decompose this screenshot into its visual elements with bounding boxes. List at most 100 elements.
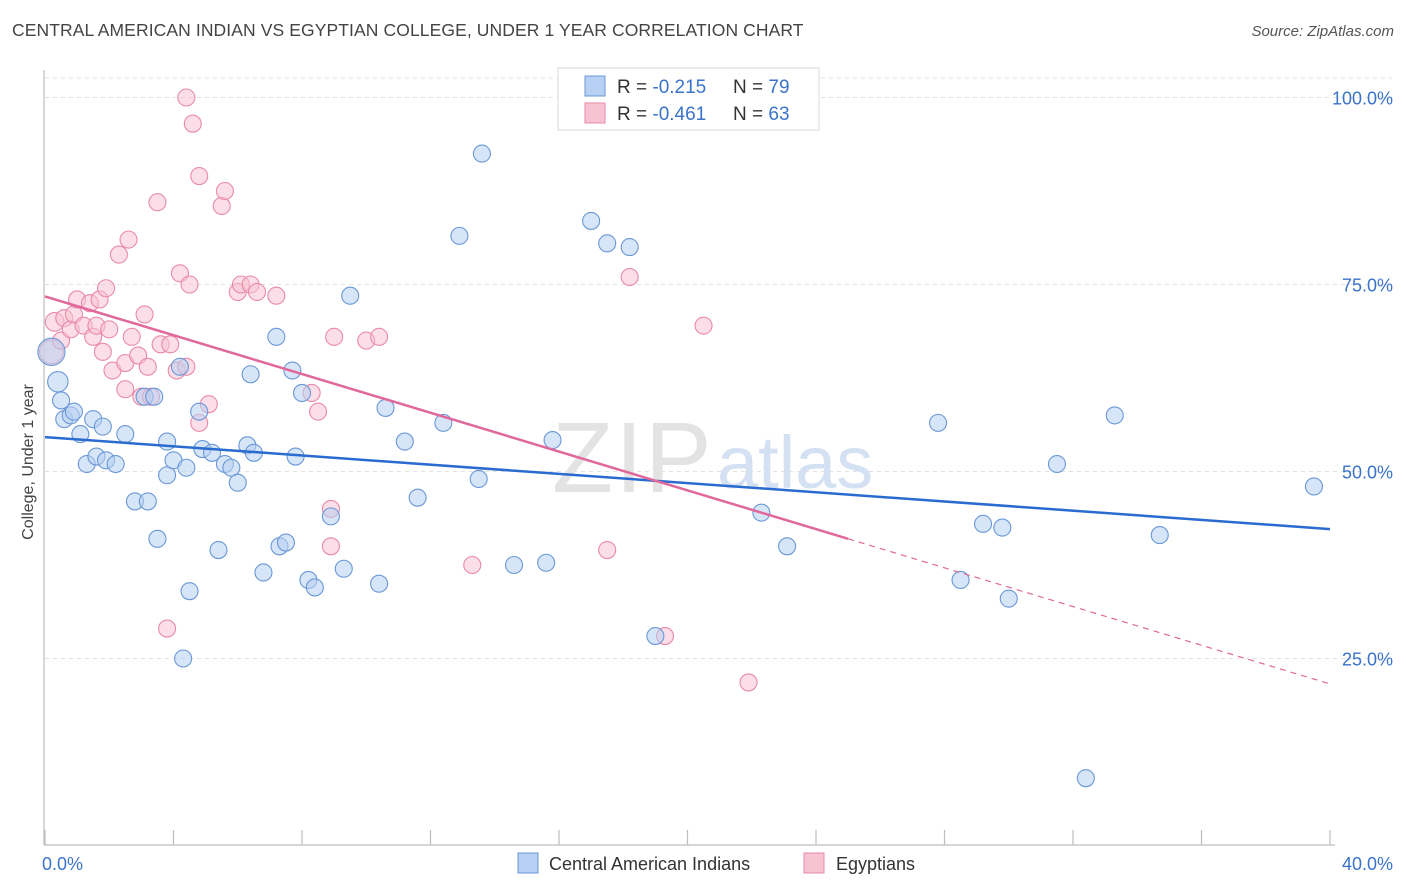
egyptians-trend-line bbox=[44, 295, 849, 541]
central-american-indians-point bbox=[93, 417, 112, 436]
egyptians-point bbox=[177, 88, 196, 107]
egyptians-point bbox=[109, 245, 128, 264]
egyptians-point bbox=[96, 279, 116, 298]
x-tick-labels: 0.0% 40.0% bbox=[42, 854, 1393, 874]
y-axis-label: College, Under 1 year bbox=[20, 384, 37, 540]
svg-text:R = -0.461: R = -0.461 bbox=[617, 104, 706, 125]
central-american-indians-point bbox=[37, 337, 66, 366]
series-legend: Central American Indians Egyptians bbox=[517, 852, 915, 874]
central-american-indians-point bbox=[778, 537, 797, 556]
central-american-indians-point bbox=[145, 387, 164, 406]
egyptians-point bbox=[138, 357, 157, 376]
central-american-indians-point bbox=[999, 589, 1018, 608]
central-american-indians-point bbox=[504, 555, 524, 575]
central-american-indians-point bbox=[52, 391, 71, 410]
egyptians-point bbox=[694, 316, 713, 335]
central-american-indians-trend-line bbox=[44, 435, 1331, 531]
egyptians-point bbox=[100, 320, 119, 339]
egyptians-point bbox=[161, 335, 180, 354]
legend-r-value: -0.461 bbox=[652, 104, 706, 125]
egyptians-point bbox=[135, 305, 154, 324]
central-american-indians-point bbox=[47, 370, 69, 393]
egyptians-point bbox=[180, 275, 199, 294]
central-american-indians-point bbox=[158, 466, 177, 485]
legend-item-egyptians: Egyptians bbox=[836, 854, 915, 874]
legend-pink-swatch bbox=[584, 102, 606, 124]
egyptians-point bbox=[598, 540, 617, 560]
central-american-indians-points bbox=[37, 144, 1323, 788]
central-american-indians-point bbox=[292, 383, 312, 403]
central-american-indians-point bbox=[254, 563, 273, 582]
legend-item-central-american-indians: Central American Indians bbox=[549, 854, 750, 874]
central-american-indians-point bbox=[646, 627, 665, 646]
central-american-indians-point bbox=[177, 458, 196, 477]
central-american-indians-point bbox=[973, 514, 993, 533]
egyptians-point bbox=[122, 327, 141, 346]
central-american-indians-point bbox=[341, 286, 360, 305]
central-american-indians-point bbox=[537, 553, 556, 572]
central-american-indians-point bbox=[929, 413, 948, 432]
central-american-indians-point bbox=[334, 559, 353, 578]
central-american-indians-point bbox=[228, 473, 247, 492]
central-american-indians-point bbox=[450, 226, 469, 245]
egyptians-point bbox=[463, 555, 482, 575]
legend-blue-swatch bbox=[584, 75, 606, 97]
egyptians-point bbox=[739, 673, 758, 692]
egyptians-point bbox=[309, 402, 328, 421]
x-tick-label: 0.0% bbox=[42, 854, 83, 874]
legend-item-egyptians-swatch bbox=[803, 852, 825, 874]
central-american-indians-point bbox=[174, 649, 193, 668]
legend-item-central-american-indians-swatch bbox=[517, 852, 539, 874]
egyptians-point bbox=[93, 342, 112, 361]
central-american-indians-point bbox=[138, 492, 157, 511]
central-american-indians-point bbox=[116, 425, 135, 444]
egyptians-point bbox=[148, 193, 167, 212]
central-american-indians-point bbox=[158, 432, 177, 451]
central-american-indians-point bbox=[408, 488, 427, 507]
central-american-indians-point bbox=[1047, 454, 1066, 474]
central-american-indians-point bbox=[951, 570, 970, 590]
egyptians-point bbox=[119, 230, 138, 249]
stats-legend: R = -0.215 N = 79 R = -0.461 N = 63 bbox=[557, 67, 820, 131]
legend-n-label: N = bbox=[733, 104, 768, 125]
legend-n-value: 63 bbox=[768, 104, 789, 125]
central-american-indians-point bbox=[543, 431, 562, 450]
egyptians-point bbox=[247, 282, 267, 302]
egyptians-point bbox=[267, 286, 286, 305]
legend-n-label: N = bbox=[733, 77, 768, 98]
svg-text:N = 63: N = 63 bbox=[733, 104, 790, 125]
central-american-indians-point bbox=[180, 582, 199, 601]
egyptians-point bbox=[321, 537, 340, 556]
egyptians-point bbox=[325, 327, 344, 346]
central-american-indians-point bbox=[170, 357, 189, 376]
svg-text:N = 79: N = 79 bbox=[733, 77, 790, 98]
central-american-indians-point bbox=[148, 529, 167, 548]
central-american-indians-point bbox=[1150, 526, 1169, 545]
egyptians-point bbox=[370, 327, 389, 346]
egyptians-point bbox=[620, 267, 639, 287]
legend-r-value: -0.215 bbox=[652, 77, 706, 98]
central-american-indians-point bbox=[1105, 406, 1124, 425]
central-american-indians-point bbox=[993, 518, 1012, 537]
central-american-indians-point bbox=[209, 540, 228, 560]
y-tick-label: 50.0% bbox=[1342, 463, 1393, 483]
central-american-indians-point bbox=[190, 402, 209, 421]
central-american-indians-point bbox=[469, 469, 488, 489]
central-american-indians-point bbox=[620, 238, 639, 257]
central-american-indians-point bbox=[472, 144, 491, 163]
central-american-indians-point bbox=[1304, 477, 1323, 496]
central-american-indians-point bbox=[241, 365, 260, 384]
trend-lines bbox=[44, 295, 1331, 685]
central-american-indians-point bbox=[64, 402, 83, 421]
egyptians-point bbox=[190, 166, 209, 186]
egyptians-point bbox=[215, 181, 234, 201]
central-american-indians-point bbox=[321, 507, 340, 526]
y-tick-labels: 25.0% 50.0% 75.0% 100.0% bbox=[1332, 89, 1393, 670]
legend-r-label: R = bbox=[617, 104, 652, 125]
x-tick-label: 40.0% bbox=[1342, 854, 1393, 874]
egyptians-point bbox=[212, 196, 231, 216]
central-american-indians-point bbox=[305, 578, 324, 597]
central-american-indians-point bbox=[582, 211, 601, 230]
central-american-indians-point bbox=[267, 327, 286, 346]
